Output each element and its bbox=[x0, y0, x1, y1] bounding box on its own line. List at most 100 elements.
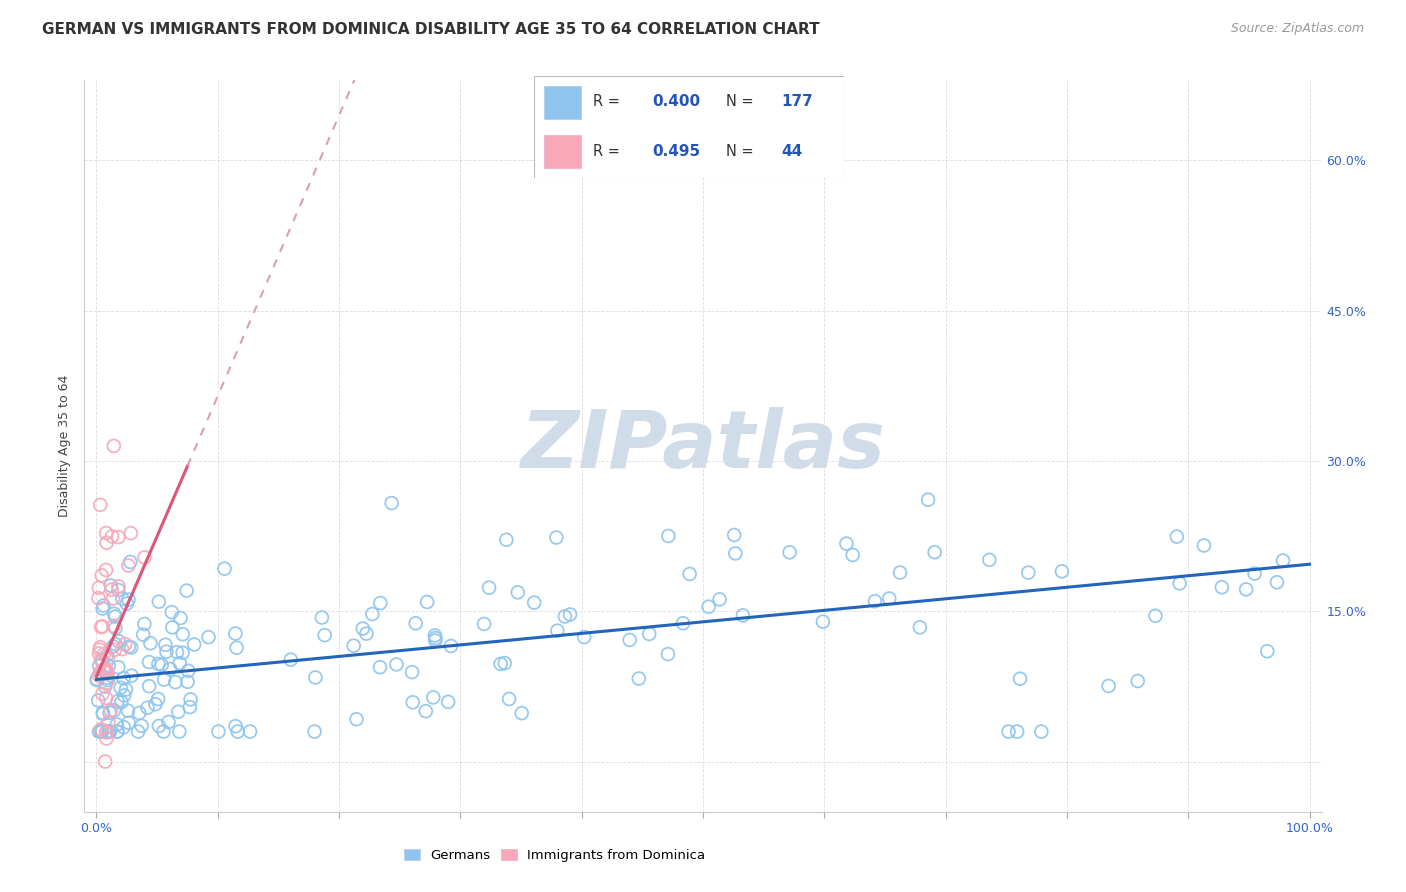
Point bbox=[1211, 580, 1233, 594]
Point bbox=[510, 706, 533, 720]
Point bbox=[89, 498, 111, 512]
Point bbox=[103, 619, 125, 633]
Point bbox=[437, 695, 460, 709]
Point bbox=[155, 638, 177, 652]
Point bbox=[90, 722, 112, 736]
Point bbox=[162, 620, 184, 634]
Point bbox=[423, 628, 446, 642]
Point bbox=[997, 724, 1019, 739]
Point bbox=[177, 664, 200, 678]
Point bbox=[657, 647, 679, 661]
Point bbox=[166, 645, 188, 659]
Point bbox=[169, 611, 191, 625]
Point bbox=[87, 581, 110, 595]
Point bbox=[91, 654, 114, 668]
Point bbox=[101, 640, 124, 654]
Point bbox=[115, 597, 138, 611]
Point bbox=[97, 715, 120, 730]
Point bbox=[97, 665, 120, 680]
Point bbox=[356, 626, 378, 640]
FancyBboxPatch shape bbox=[544, 87, 581, 119]
Text: R =: R = bbox=[593, 95, 624, 110]
Point bbox=[94, 680, 117, 694]
Point bbox=[311, 610, 333, 624]
Point bbox=[110, 681, 132, 695]
Point bbox=[917, 492, 939, 507]
Point bbox=[153, 673, 176, 687]
Point bbox=[138, 679, 160, 693]
Point bbox=[546, 624, 568, 638]
Point bbox=[472, 617, 495, 632]
Point bbox=[405, 616, 427, 631]
Point bbox=[172, 627, 194, 641]
Point bbox=[96, 731, 118, 746]
Text: ZIPatlas: ZIPatlas bbox=[520, 407, 886, 485]
Point bbox=[657, 529, 679, 543]
Point bbox=[118, 640, 141, 654]
Point bbox=[304, 724, 326, 739]
Point bbox=[155, 645, 177, 659]
Point bbox=[120, 640, 142, 655]
Point bbox=[96, 665, 118, 680]
Point bbox=[346, 712, 368, 726]
Point bbox=[1008, 672, 1031, 686]
Point bbox=[416, 595, 439, 609]
Point bbox=[157, 714, 180, 729]
Point bbox=[811, 615, 834, 629]
Text: 177: 177 bbox=[782, 95, 814, 110]
Point bbox=[111, 591, 134, 606]
Point bbox=[1234, 582, 1257, 597]
Point bbox=[96, 648, 118, 663]
Point bbox=[179, 700, 201, 714]
Point bbox=[697, 599, 720, 614]
Point bbox=[280, 653, 302, 667]
Point bbox=[134, 550, 156, 565]
Point bbox=[370, 596, 392, 610]
Point bbox=[96, 725, 118, 739]
Point bbox=[104, 609, 127, 624]
Point bbox=[108, 634, 131, 648]
Point bbox=[132, 627, 155, 641]
Point bbox=[148, 719, 170, 733]
Point bbox=[91, 706, 114, 721]
Point bbox=[415, 704, 437, 718]
Point bbox=[112, 720, 135, 734]
Point bbox=[104, 643, 127, 657]
Point bbox=[169, 724, 191, 739]
Point bbox=[91, 601, 114, 615]
Point bbox=[165, 675, 187, 690]
Point bbox=[908, 620, 931, 634]
FancyBboxPatch shape bbox=[544, 136, 581, 168]
Point bbox=[841, 548, 863, 562]
Point bbox=[89, 658, 111, 673]
Point bbox=[554, 609, 576, 624]
Point bbox=[94, 690, 117, 705]
Text: R =: R = bbox=[593, 144, 624, 159]
Point bbox=[385, 657, 408, 672]
Point bbox=[120, 526, 142, 541]
Point bbox=[117, 558, 139, 573]
Point bbox=[226, 724, 249, 739]
Point bbox=[97, 651, 120, 665]
Point bbox=[94, 665, 117, 679]
Point bbox=[979, 553, 1001, 567]
Point bbox=[112, 689, 135, 703]
Point bbox=[495, 533, 517, 547]
Point bbox=[134, 617, 156, 632]
Point bbox=[96, 535, 118, 549]
Point bbox=[115, 682, 138, 697]
Point bbox=[98, 724, 121, 739]
Point bbox=[148, 657, 170, 671]
Point bbox=[93, 662, 115, 676]
Point bbox=[159, 662, 181, 676]
Point bbox=[93, 599, 115, 613]
Point bbox=[87, 724, 110, 739]
Text: 0.400: 0.400 bbox=[652, 95, 700, 110]
Point bbox=[1031, 724, 1053, 739]
Point bbox=[619, 632, 641, 647]
Point bbox=[136, 700, 159, 714]
Point bbox=[94, 676, 117, 690]
Point bbox=[183, 638, 205, 652]
Point bbox=[107, 579, 129, 593]
Point bbox=[1050, 564, 1073, 578]
